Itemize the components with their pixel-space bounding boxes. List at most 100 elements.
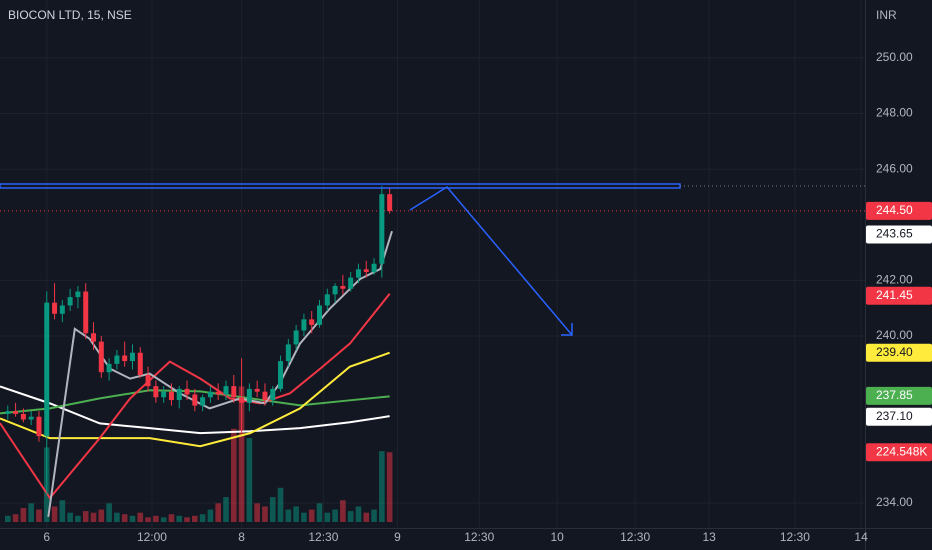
volume-bar bbox=[106, 503, 112, 522]
candle-body bbox=[200, 397, 206, 406]
volume-bar bbox=[90, 512, 97, 522]
volume-bar bbox=[386, 452, 393, 522]
candle-body bbox=[246, 388, 252, 403]
candle-body bbox=[13, 411, 19, 414]
volume-bar bbox=[363, 512, 370, 522]
candle-body bbox=[324, 294, 330, 306]
candles bbox=[5, 185, 393, 495]
candle-body bbox=[184, 388, 190, 395]
volume-bar bbox=[340, 500, 346, 522]
candle-body bbox=[168, 391, 174, 401]
candle-body bbox=[192, 394, 198, 406]
candle-body bbox=[387, 194, 393, 211]
candle-body bbox=[223, 386, 229, 395]
arrow-drawing[interactable] bbox=[409, 186, 573, 336]
candle-body bbox=[36, 416, 42, 437]
price-label: 239.40 bbox=[876, 345, 913, 359]
volume-bar bbox=[277, 487, 284, 522]
currency: INR bbox=[876, 8, 897, 22]
candle-body bbox=[340, 285, 346, 289]
volume-bar bbox=[168, 514, 175, 522]
volume-label: 224.548K bbox=[876, 444, 927, 458]
volume-label-bg bbox=[866, 443, 932, 462]
volume-bar bbox=[114, 512, 120, 522]
price-label: 243.65 bbox=[876, 227, 913, 241]
candle-body bbox=[262, 391, 268, 401]
candle-body bbox=[317, 305, 323, 325]
volume-bar bbox=[192, 515, 198, 522]
candle-body bbox=[91, 333, 97, 342]
y-tick-label: 234.00 bbox=[876, 495, 913, 509]
candle-body bbox=[207, 391, 213, 398]
candle-body bbox=[114, 355, 120, 364]
price-label-bg bbox=[866, 343, 932, 362]
candle-body bbox=[215, 391, 221, 395]
y-tick-label: 246.00 bbox=[876, 161, 913, 175]
price-label: 241.45 bbox=[876, 288, 913, 302]
volume-bar bbox=[308, 509, 315, 522]
volume-bar bbox=[246, 438, 253, 522]
volume-bar bbox=[176, 515, 183, 522]
x-tick-label: 12:30 bbox=[464, 530, 494, 544]
volume-bar bbox=[379, 451, 385, 522]
candle-body bbox=[83, 291, 89, 334]
candle-body bbox=[309, 319, 315, 325]
volume-bar bbox=[223, 497, 229, 522]
candle-body bbox=[98, 341, 104, 373]
price-label-bg bbox=[866, 407, 932, 426]
axes: 250.00 248.00 246.00 242.00 240.00 234.00 6 12:… bbox=[43, 50, 932, 544]
volume-bar bbox=[269, 497, 276, 522]
candle-body bbox=[332, 285, 338, 295]
x-tick-label: 8 bbox=[238, 530, 245, 544]
volume-bar bbox=[59, 500, 66, 522]
volume-bar bbox=[98, 509, 105, 522]
moving-average bbox=[0, 293, 391, 500]
candle-body bbox=[348, 277, 354, 289]
candle-body bbox=[145, 374, 151, 387]
candle-body bbox=[122, 355, 128, 362]
volume-bar bbox=[36, 509, 42, 522]
volume-bar bbox=[4, 515, 11, 522]
volume-bar bbox=[262, 506, 268, 522]
volume-bar bbox=[301, 512, 307, 522]
x-tick-label: 9 bbox=[394, 530, 401, 544]
volume-bar bbox=[293, 506, 299, 522]
volume-bar bbox=[20, 508, 27, 522]
price-label-bg bbox=[866, 225, 932, 244]
candle-body bbox=[59, 305, 65, 314]
y-tick-label: 248.00 bbox=[876, 106, 913, 120]
volume-bar bbox=[129, 515, 136, 522]
price-label: 237.10 bbox=[876, 409, 913, 423]
price-label-bg bbox=[866, 201, 932, 220]
moving-average bbox=[0, 351, 390, 448]
volume-bar bbox=[254, 503, 260, 522]
volume-bar bbox=[184, 517, 190, 522]
y-tick-label: 240.00 bbox=[876, 328, 913, 342]
x-tick-label: 14 bbox=[854, 530, 868, 544]
volume-bar bbox=[160, 517, 167, 522]
candle-body bbox=[301, 319, 307, 331]
y-tick-label: 250.00 bbox=[876, 50, 913, 64]
volume-bar bbox=[121, 514, 128, 522]
grid bbox=[0, 0, 865, 528]
volume-bar bbox=[230, 428, 237, 522]
volume-bar bbox=[145, 517, 151, 522]
price-label: 237.85 bbox=[876, 388, 913, 402]
candle-body bbox=[239, 397, 245, 403]
volume-bar bbox=[199, 514, 206, 522]
volume-bar bbox=[285, 509, 292, 522]
candle-body bbox=[293, 330, 299, 345]
volume-bar bbox=[12, 514, 19, 522]
volume-bar bbox=[67, 512, 73, 522]
candle-body bbox=[20, 413, 26, 420]
candle-body bbox=[161, 391, 167, 398]
candle-body bbox=[28, 416, 34, 420]
volume-bar bbox=[238, 386, 245, 522]
arrow-head bbox=[561, 323, 573, 336]
volume-bar bbox=[51, 506, 58, 522]
volume-bar bbox=[316, 503, 323, 522]
price-label: 244.50 bbox=[876, 203, 913, 217]
candle-body bbox=[44, 302, 50, 437]
